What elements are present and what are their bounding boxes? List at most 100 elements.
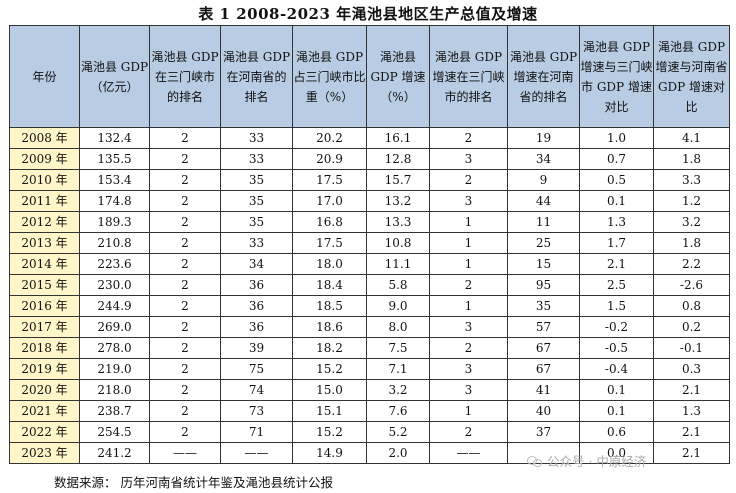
year-cell: 2023 年: [9, 442, 80, 464]
table-row: 2018 年 278.0 2 39 18.2 7.5 2 67 -0.5 -0.1: [9, 337, 730, 359]
table-row: 2023 年 241.2 —— —— 14.9 2.0 —— 0.0 2.1: [9, 442, 730, 464]
table-cell: 73: [220, 400, 293, 422]
col-header-gdp: 渑池县 GDP（亿元）: [79, 25, 150, 128]
table-cell: 75: [220, 358, 293, 380]
table-cell: 2: [149, 274, 221, 296]
table-row: 2009 年 135.5 2 33 20.9 12.8 3 34 0.7 1.8: [9, 148, 730, 170]
table-cell: 34: [507, 148, 580, 170]
table-row: 2015 年 230.0 2 36 18.4 5.8 2 95 2.5 -2.6: [9, 274, 730, 296]
table-cell: 2: [149, 295, 221, 317]
table-cell: 7.6: [366, 400, 430, 422]
table-cell: 2: [149, 253, 221, 275]
table-cell: 2: [149, 211, 221, 233]
table-cell: 35: [220, 169, 293, 191]
table-cell: 241.2: [79, 442, 150, 464]
table-cell: 15.0: [292, 379, 367, 401]
table-row: 2017 年 269.0 2 36 18.6 8.0 3 57 -0.2 0.2: [9, 316, 730, 338]
table-cell: 18.4: [292, 274, 367, 296]
year-cell: 2009 年: [9, 148, 80, 170]
table-cell: 2: [429, 337, 508, 359]
table-cell: 40: [507, 400, 580, 422]
table-cell: 4.1: [653, 127, 730, 149]
table-cell: 269.0: [79, 316, 150, 338]
year-cell: 2019 年: [9, 358, 80, 380]
table-cell: 44: [507, 190, 580, 212]
table-cell: 36: [220, 316, 293, 338]
table-cell: 25: [507, 232, 580, 254]
table-cell: 35: [507, 295, 580, 317]
table-cell: 15: [507, 253, 580, 275]
year-cell: 2011 年: [9, 190, 80, 212]
watermark: 公众号 · 中原经济: [527, 451, 646, 470]
table-cell: 2.5: [579, 274, 654, 296]
table-cell: -0.5: [579, 337, 654, 359]
table-cell: 67: [507, 358, 580, 380]
year-cell: 2022 年: [9, 421, 80, 443]
table-cell: 34: [220, 253, 293, 275]
table-row: 2011 年 174.8 2 35 17.0 13.2 3 44 0.1 1.2: [9, 190, 730, 212]
data-source-note: 数据来源： 历年河南省统计年鉴及渑池县统计公报: [54, 475, 333, 490]
table-cell: -0.4: [579, 358, 654, 380]
table-cell: 16.1: [366, 127, 430, 149]
table-cell: 3: [429, 379, 508, 401]
col-header-vs-province: 渑池县 GDP 增速与河南省 GDP 增速对比: [653, 25, 730, 128]
table-cell: 18.2: [292, 337, 367, 359]
year-cell: 2017 年: [9, 316, 80, 338]
col-header-growth-rank-province: 渑池县 GDP 增速在河南省的排名: [507, 25, 580, 128]
table-cell: 16.8: [292, 211, 367, 233]
table-row: 2013 年 210.8 2 33 17.5 10.8 1 25 1.7 1.8: [9, 232, 730, 254]
table-cell: 2: [149, 169, 221, 191]
table-cell: 2: [149, 316, 221, 338]
table-cell: 244.9: [79, 295, 150, 317]
gdp-table: 年份 渑池县 GDP（亿元） 渑池县 GDP 在三门峡市的排名 渑池县 GDP …: [9, 25, 730, 464]
table-cell: 0.1: [579, 379, 654, 401]
table-cell: 57: [507, 316, 580, 338]
table-cell: ——: [220, 442, 293, 464]
table-cell: 19: [507, 127, 580, 149]
table-cell: 189.3: [79, 211, 150, 233]
table-cell: 132.4: [79, 127, 150, 149]
table-cell: 2: [429, 169, 508, 191]
watermark-text: 公众号 · 中原经济: [547, 454, 647, 469]
table-cell: 5.2: [366, 421, 430, 443]
table-cell: 7.5: [366, 337, 430, 359]
year-cell: 2008 年: [9, 127, 80, 149]
table-cell: 223.6: [79, 253, 150, 275]
table-cell: 0.6: [579, 421, 654, 443]
table-cell: 8.0: [366, 316, 430, 338]
year-cell: 2015 年: [9, 274, 80, 296]
table-cell: 20.9: [292, 148, 367, 170]
table-cell: 1.8: [653, 148, 730, 170]
table-cell: 74: [220, 379, 293, 401]
table-cell: 1: [429, 400, 508, 422]
year-cell: 2018 年: [9, 337, 80, 359]
table-cell: 67: [507, 337, 580, 359]
table-cell: 2.0: [366, 442, 430, 464]
table-row: 2008 年 132.4 2 33 20.2 16.1 2 19 1.0 4.1: [9, 127, 730, 149]
table-cell: 95: [507, 274, 580, 296]
table-cell: 7.1: [366, 358, 430, 380]
table-cell: 36: [220, 295, 293, 317]
table-cell: 35: [220, 211, 293, 233]
table-cell: 0.5: [579, 169, 654, 191]
table-cell: 174.8: [79, 190, 150, 212]
year-cell: 2013 年: [9, 232, 80, 254]
table-cell: 2.1: [653, 442, 730, 464]
table-cell: 1.5: [579, 295, 654, 317]
table-cell: 2: [429, 421, 508, 443]
table-cell: 2: [149, 358, 221, 380]
table-cell: 219.0: [79, 358, 150, 380]
table-cell: 2: [429, 127, 508, 149]
table-cell: 0.2: [653, 316, 730, 338]
table-cell: 1: [429, 232, 508, 254]
table-cell: 3: [429, 358, 508, 380]
table-cell: 135.5: [79, 148, 150, 170]
table-cell: 1.8: [653, 232, 730, 254]
table-cell: 278.0: [79, 337, 150, 359]
table-cell: 20.2: [292, 127, 367, 149]
table-cell: 11: [507, 211, 580, 233]
table-cell: 238.7: [79, 400, 150, 422]
col-header-year: 年份: [9, 25, 80, 128]
table-cell: 254.5: [79, 421, 150, 443]
table-cell: 2: [149, 148, 221, 170]
